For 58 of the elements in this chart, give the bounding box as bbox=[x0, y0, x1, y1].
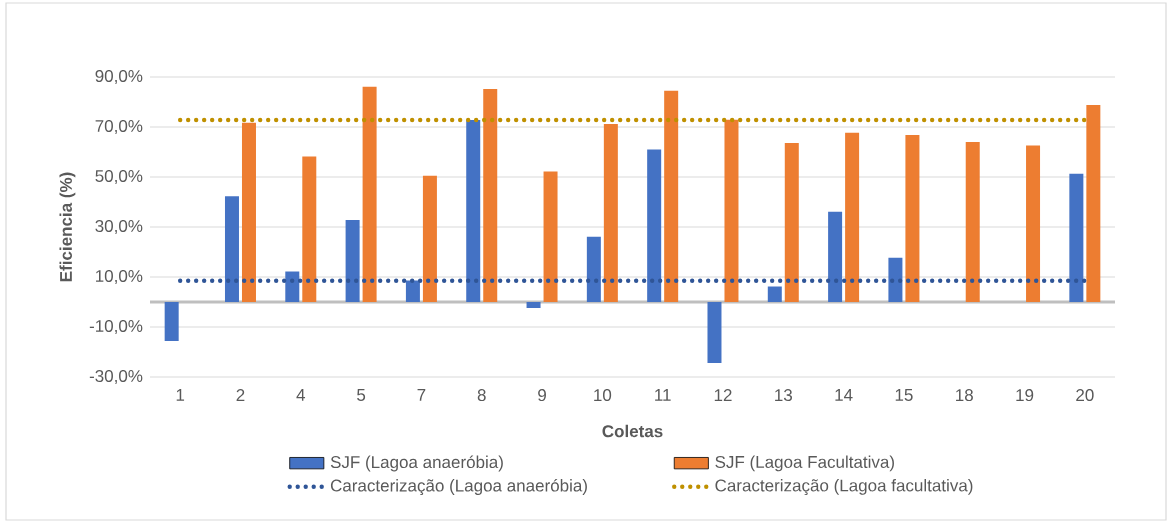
legend-label: Caracterização (Lagoa anaeróbia) bbox=[330, 478, 587, 496]
bar bbox=[707, 302, 722, 363]
bar bbox=[224, 196, 239, 302]
bar bbox=[526, 302, 541, 308]
y-tick-label: -30,0% bbox=[89, 369, 143, 385]
bar bbox=[905, 135, 920, 302]
legend-label: SJF (Lagoa anaeróbia) bbox=[330, 455, 503, 472]
bar bbox=[302, 156, 317, 302]
bar bbox=[543, 171, 558, 302]
x-tick-label: 1 bbox=[176, 389, 185, 401]
bar bbox=[466, 120, 481, 302]
x-axis-title: Coletas bbox=[602, 424, 663, 438]
bar bbox=[362, 86, 377, 302]
x-tick-label: 18 bbox=[956, 389, 973, 402]
x-tick-label: 12 bbox=[714, 389, 732, 401]
bar bbox=[845, 132, 860, 302]
x-tick-label: 19 bbox=[1016, 389, 1034, 402]
bar bbox=[888, 257, 903, 302]
x-tick-label: 7 bbox=[417, 389, 426, 401]
bar bbox=[784, 143, 799, 302]
bar bbox=[241, 122, 256, 302]
bar bbox=[664, 90, 679, 302]
legend-label: SJF (Lagoa Facultativa) bbox=[715, 455, 894, 472]
y-tick-label: 50,0% bbox=[95, 169, 143, 185]
x-tick-label: 15 bbox=[895, 389, 913, 401]
x-tick-label: 20 bbox=[1076, 389, 1094, 402]
y-tick-label: 90,0% bbox=[95, 69, 143, 85]
x-tick-label: 4 bbox=[296, 389, 306, 401]
bar bbox=[586, 236, 601, 302]
bar bbox=[965, 142, 980, 302]
bar bbox=[828, 211, 843, 302]
x-tick-label: 10 bbox=[594, 389, 612, 402]
y-tick-label: 70,0% bbox=[95, 119, 143, 135]
bar bbox=[345, 220, 360, 302]
y-tick-label: -10,0% bbox=[89, 319, 143, 335]
bar bbox=[164, 302, 179, 341]
legend-label: Caracterização (Lagoa facultativa) bbox=[715, 479, 973, 495]
x-tick-label: 14 bbox=[835, 389, 853, 401]
x-tick-label: 8 bbox=[477, 389, 486, 402]
bar bbox=[767, 286, 782, 302]
bar bbox=[1069, 173, 1084, 302]
bar bbox=[422, 175, 437, 302]
bar bbox=[724, 119, 739, 302]
x-tick-label: 2 bbox=[236, 389, 245, 401]
y-axis-title: Eficiencia (%) bbox=[59, 172, 76, 282]
x-tick-label: 5 bbox=[357, 389, 366, 401]
bar bbox=[647, 149, 662, 302]
x-tick-label: 11 bbox=[655, 389, 671, 401]
bar bbox=[405, 280, 420, 302]
bar bbox=[483, 89, 498, 302]
y-tick-label: 30,0% bbox=[95, 219, 143, 235]
bar bbox=[603, 124, 618, 302]
bar bbox=[1026, 145, 1041, 302]
y-tick-label: 10,0% bbox=[96, 269, 143, 285]
x-tick-label: 9 bbox=[538, 389, 546, 402]
bar bbox=[285, 271, 300, 302]
x-tick-label: 13 bbox=[775, 389, 793, 402]
bar bbox=[1086, 105, 1101, 302]
